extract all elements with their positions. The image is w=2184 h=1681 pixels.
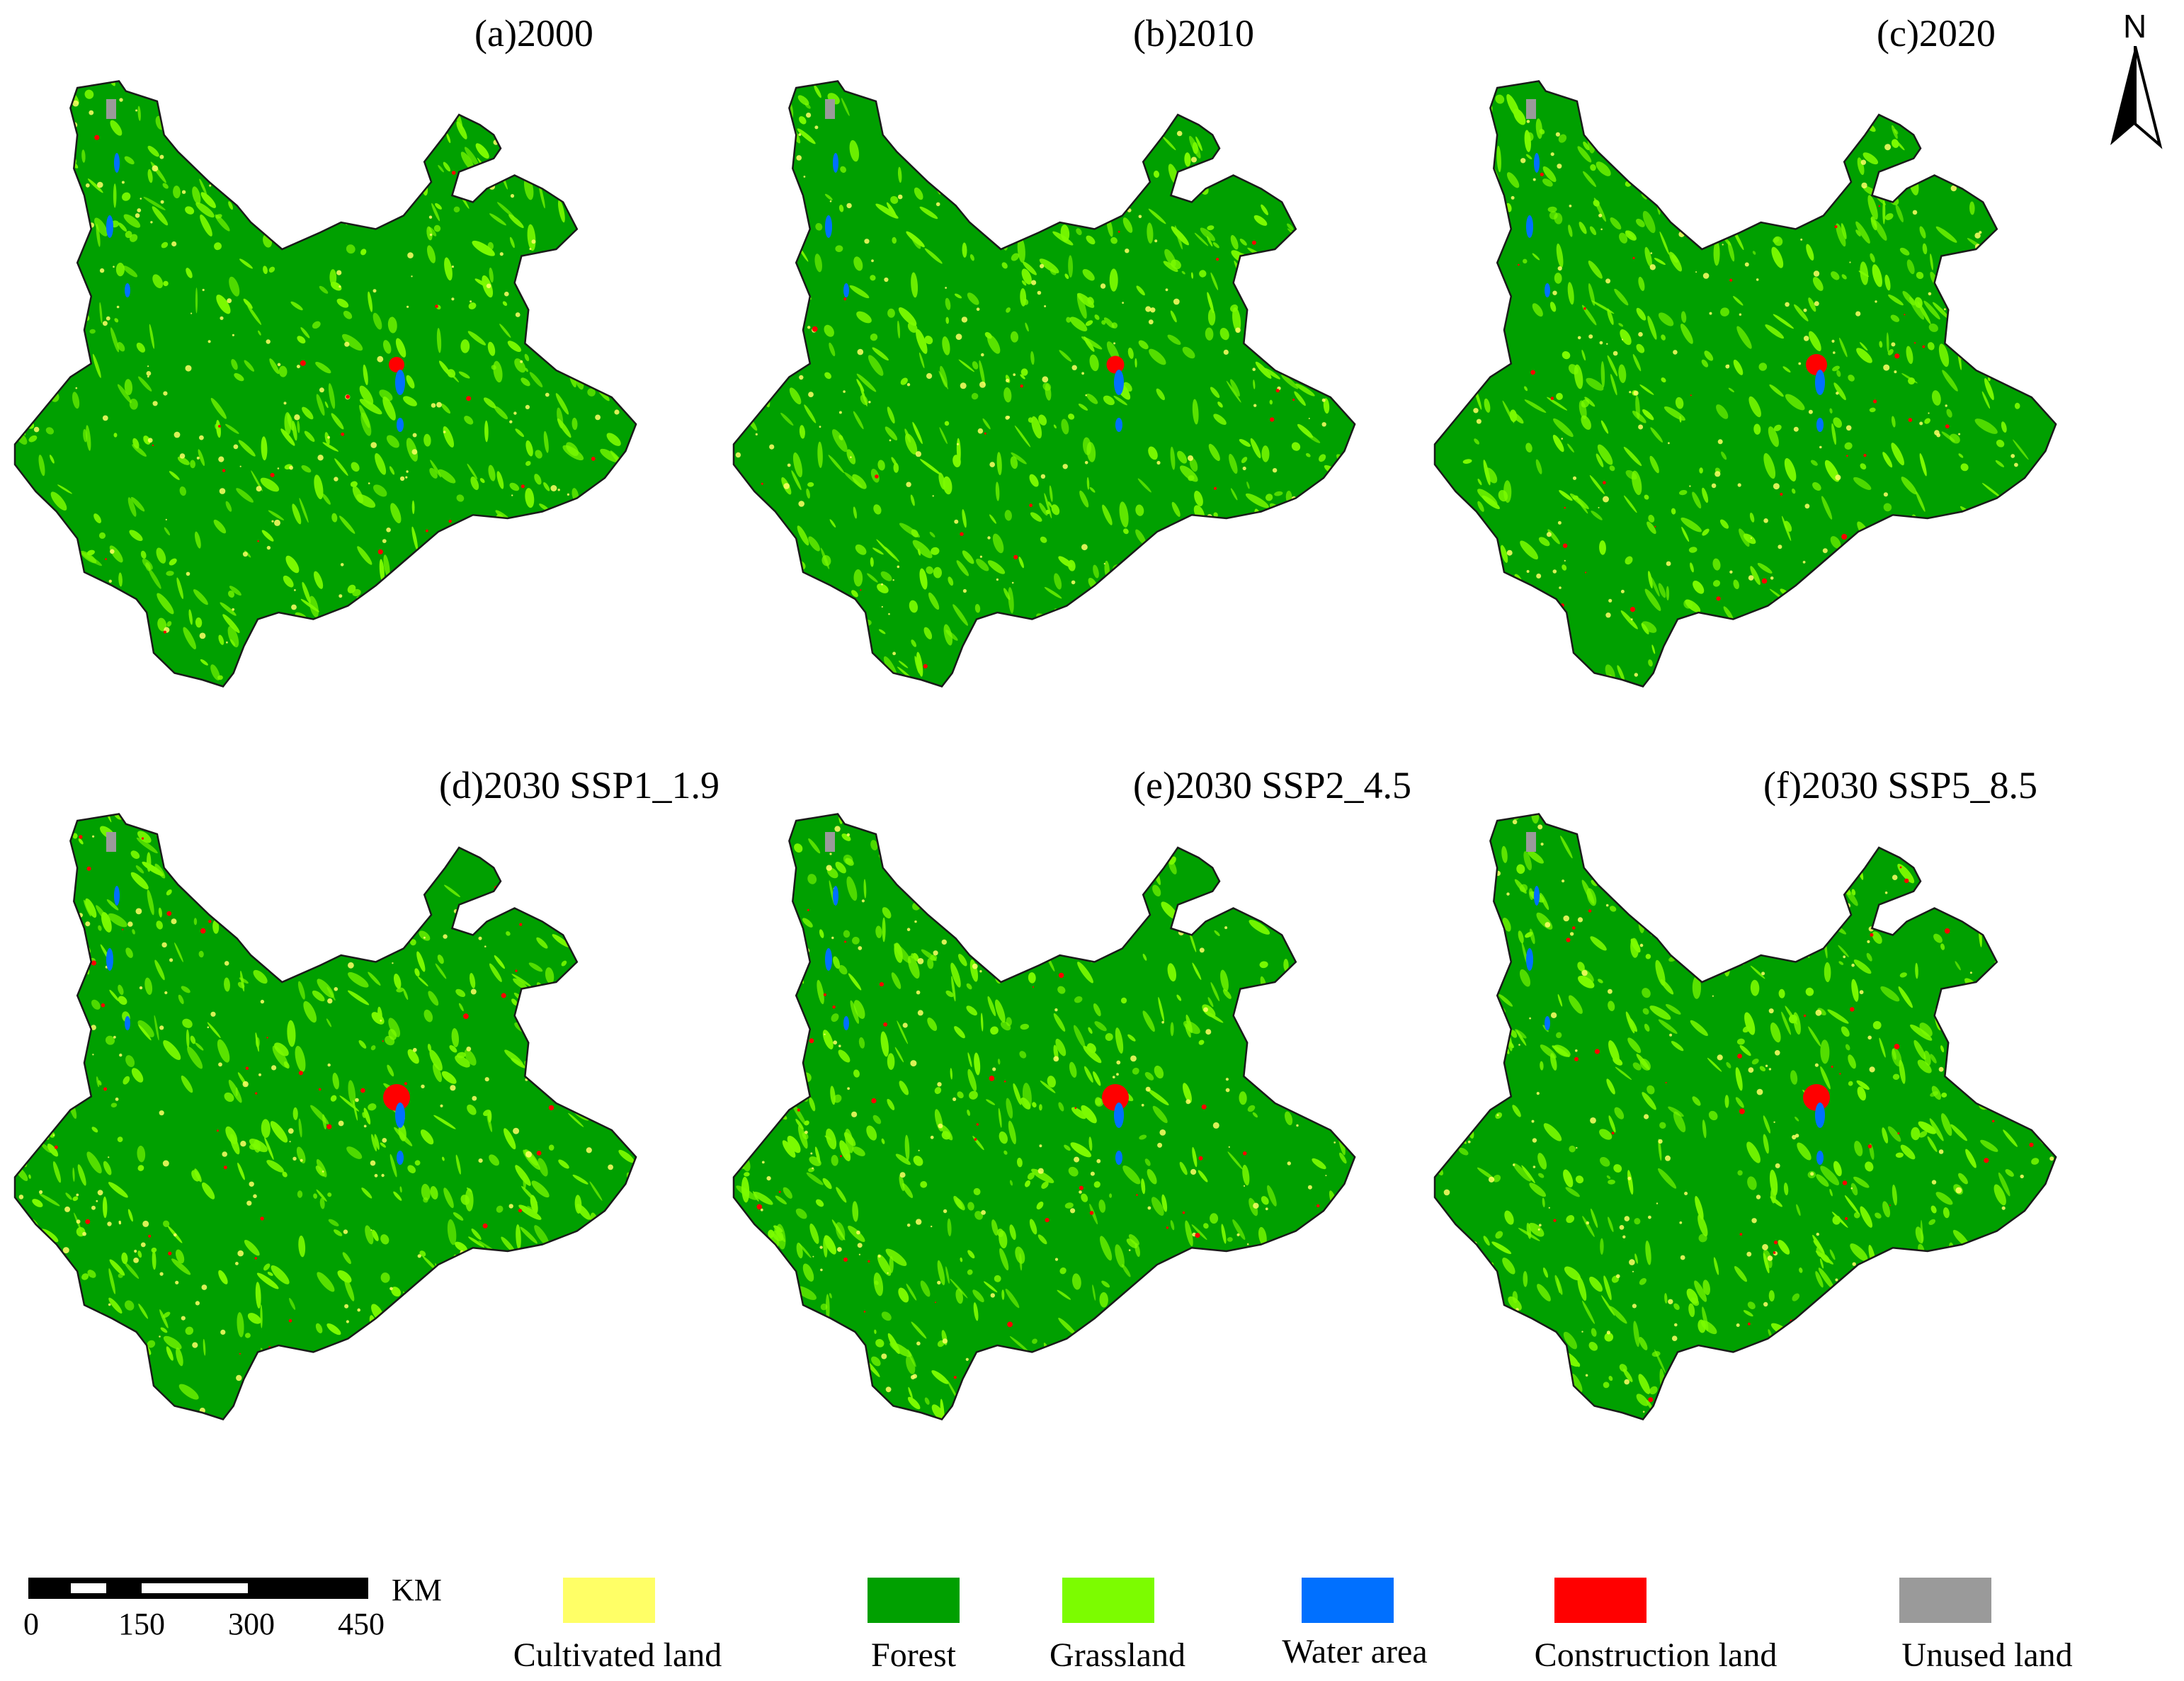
scale-bar-graphic <box>28 1578 368 1599</box>
panel-title-f: (f)2030 SSP5_8.5 <box>1763 764 2038 807</box>
panel-title-a: (a)2000 <box>474 12 593 55</box>
map-panel-d <box>13 813 637 1420</box>
legend-label-grassland: Grassland <box>1050 1636 1185 1674</box>
panel-title-b: (b)2010 <box>1133 12 1254 55</box>
map-panel-c <box>1433 80 2057 688</box>
scale-bar-tick: 450 <box>338 1607 385 1641</box>
north-arrow-label: N <box>2123 8 2147 45</box>
panel-title-d: (d)2030 SSP1_1.9 <box>439 764 720 807</box>
legend-label-construction: Construction land <box>1534 1636 1778 1674</box>
scale-bar-tick: 0 <box>23 1607 39 1641</box>
north-arrow-icon <box>2110 46 2163 149</box>
legend-label-water: Water area <box>1282 1633 1428 1670</box>
legend-swatch-forest <box>868 1578 960 1623</box>
legend-swatch-grassland <box>1062 1578 1154 1623</box>
map-panel-b <box>732 80 1356 688</box>
scale-bar: KM 0 150 300 450 <box>23 1573 453 1663</box>
legend-label-forest: Forest <box>871 1636 956 1674</box>
legend-swatch-cultivated <box>563 1578 655 1623</box>
map-panel-a <box>13 80 637 688</box>
north-arrow: N <box>2103 7 2167 149</box>
legend-swatch-water <box>1302 1578 1394 1623</box>
legend-swatch-unused <box>1899 1578 1991 1623</box>
scale-bar-unit: KM <box>392 1573 442 1607</box>
map-panel-e <box>732 813 1356 1420</box>
legend-swatch-construction <box>1554 1578 1646 1623</box>
scale-bar-tick: 300 <box>228 1607 275 1641</box>
panel-title-c: (c)2020 <box>1877 12 1996 55</box>
map-panel-f <box>1433 813 2057 1420</box>
legend-label-cultivated: Cultivated land <box>513 1636 722 1674</box>
panel-title-e: (e)2030 SSP2_4.5 <box>1133 764 1412 807</box>
legend-label-unused: Unused land <box>1901 1636 2073 1674</box>
scale-bar-tick: 150 <box>118 1607 165 1641</box>
